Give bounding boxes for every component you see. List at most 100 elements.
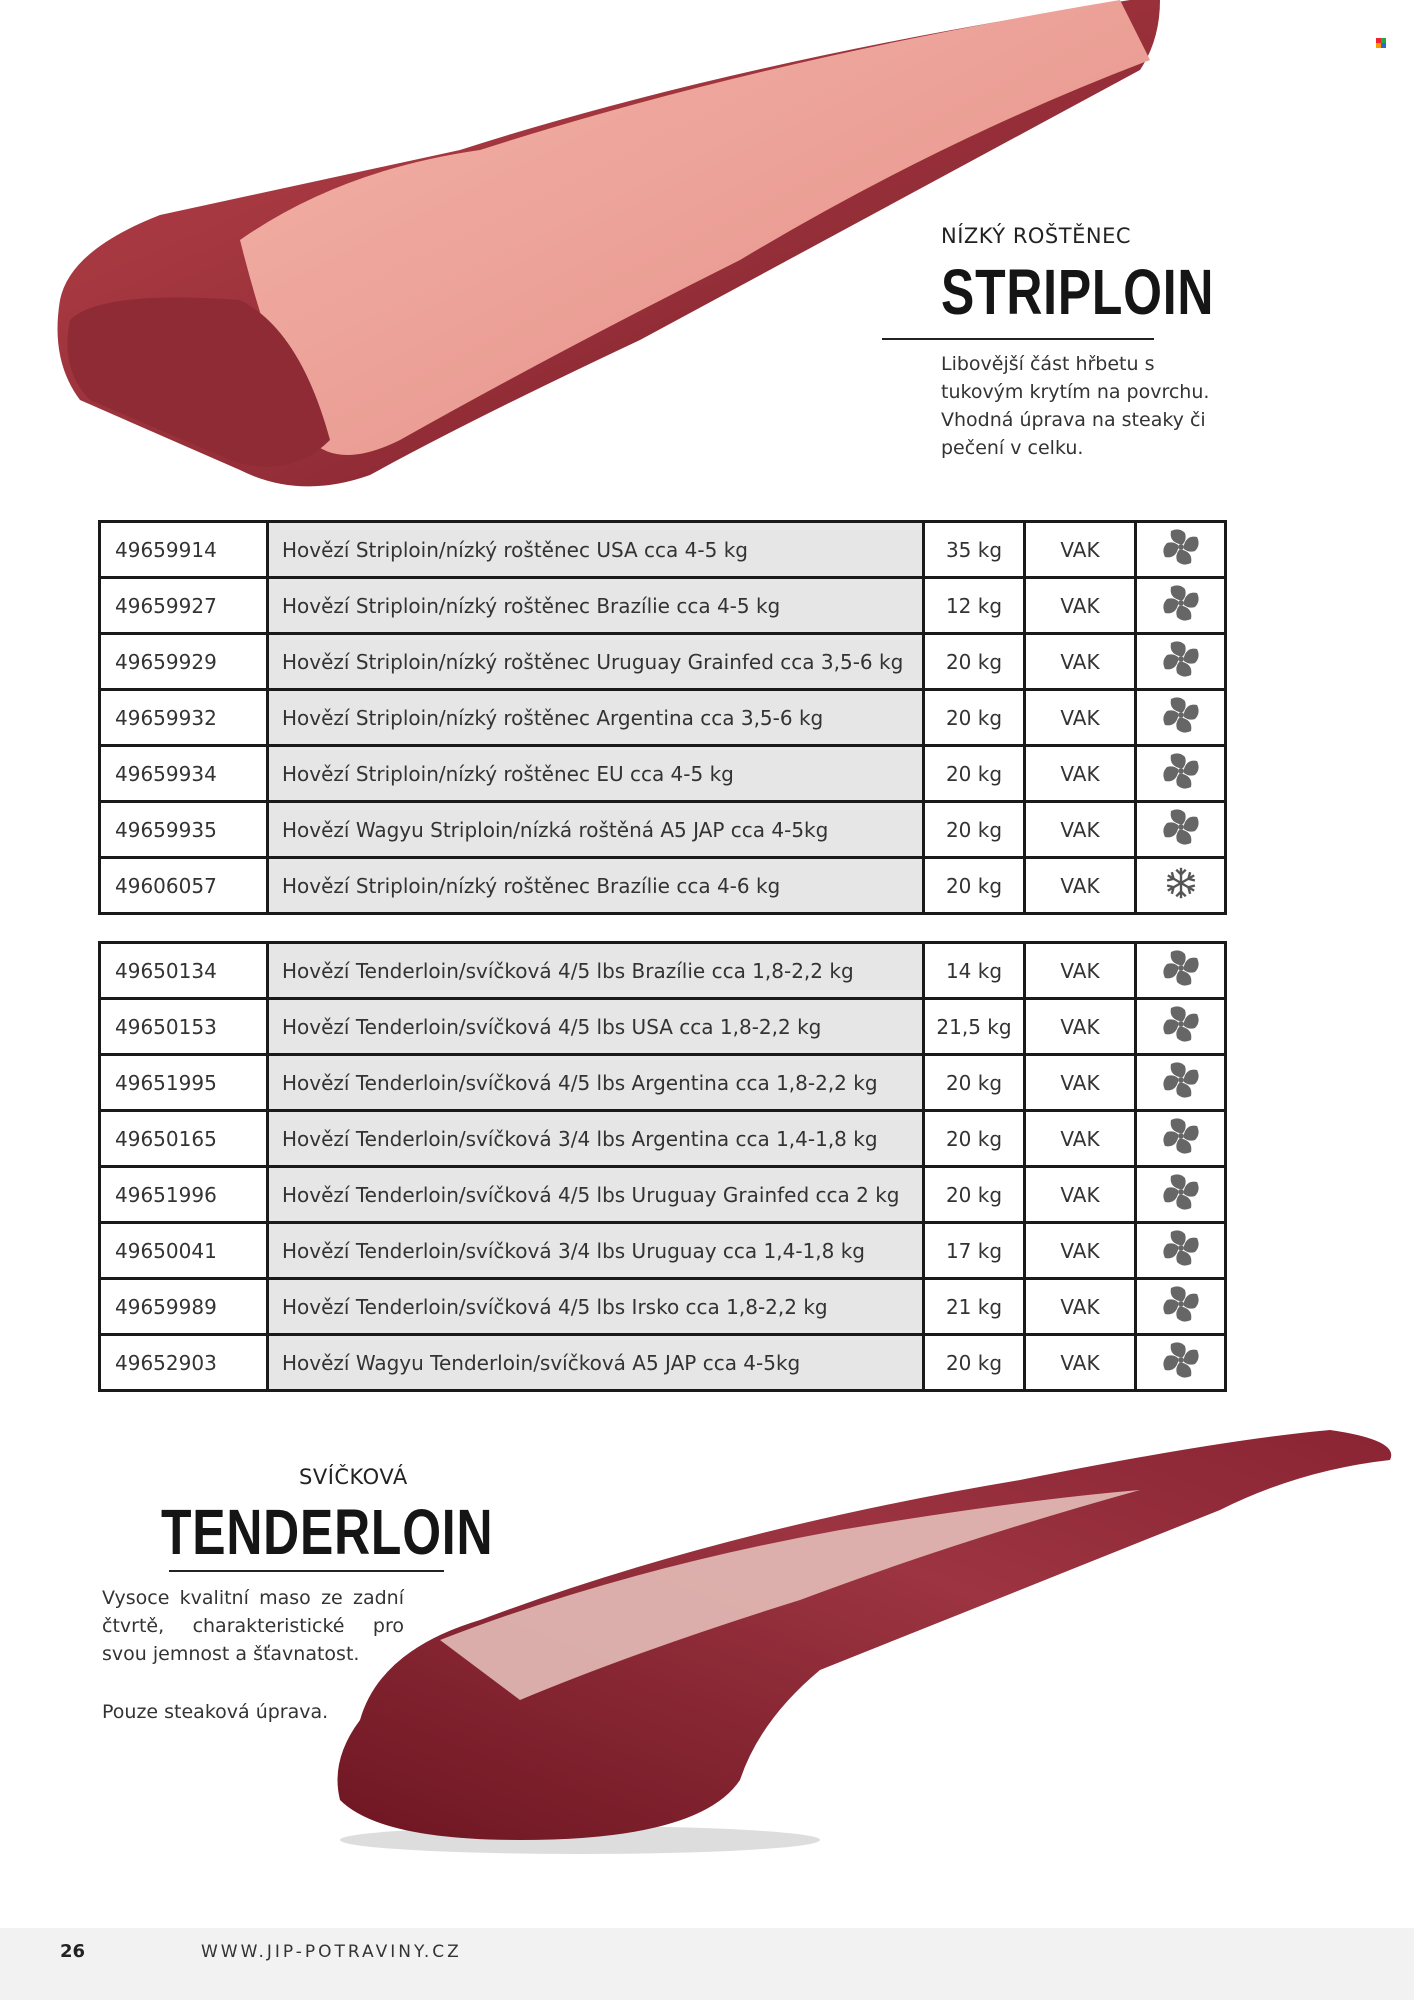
- fan-icon: [1161, 697, 1201, 740]
- fan-icon: [1161, 1006, 1201, 1049]
- packaging-type: VAK: [1023, 1277, 1137, 1336]
- packaging-type: VAK: [1023, 520, 1137, 579]
- packaging-type: VAK: [1023, 1333, 1137, 1392]
- package-weight: 20 kg: [922, 632, 1026, 691]
- product-name: Hovězí Tenderloin/svíčková 4/5 lbs Brazí…: [266, 941, 925, 1000]
- page-number: 26: [60, 1941, 86, 1962]
- packaging-type: VAK: [1023, 576, 1137, 635]
- product-name: Hovězí Tenderloin/svíčková 4/5 lbs Urugu…: [266, 1165, 925, 1224]
- table-row: 49659932 Hovězí Striploin/nízký roštěnec …: [98, 688, 1227, 747]
- product-code: 49659935: [98, 800, 269, 859]
- product-name: Hovězí Striploin/nízký roštěnec Brazílie…: [266, 856, 925, 915]
- product-code: 49659927: [98, 576, 269, 635]
- table-row: 49650134 Hovězí Tenderloin/svíčková 4/5 l…: [98, 941, 1227, 1000]
- package-weight: 20 kg: [922, 856, 1026, 915]
- package-weight: 20 kg: [922, 1053, 1026, 1112]
- product-name: Hovězí Wagyu Tenderloin/svíčková A5 JAP …: [266, 1333, 925, 1392]
- packaging-type: VAK: [1023, 997, 1137, 1056]
- package-weight: 35 kg: [922, 520, 1026, 579]
- table-row: 49659929 Hovězí Striploin/nízký roštěnec …: [98, 632, 1227, 691]
- packaging-type: VAK: [1023, 1053, 1137, 1112]
- striploin-table: 49659914 Hovězí Striploin/nízký roštěnec …: [98, 520, 1227, 915]
- striploin-description: Libovější část hřbetu s tukovým krytím n…: [941, 353, 1210, 459]
- striploin-meat-image: [57, 0, 1160, 487]
- product-code: 49659934: [98, 744, 269, 803]
- package-weight: 21 kg: [922, 1277, 1026, 1336]
- product-name: Hovězí Tenderloin/svíčková 3/4 lbs Urugu…: [266, 1221, 925, 1280]
- table-row: 49651996 Hovězí Tenderloin/svíčková 4/5 l…: [98, 1165, 1227, 1224]
- table-row: 49651995 Hovězí Tenderloin/svíčková 4/5 l…: [98, 1053, 1227, 1112]
- fan-icon: [1161, 1062, 1201, 1105]
- package-weight: 17 kg: [922, 1221, 1026, 1280]
- table-row: 49659934 Hovězí Striploin/nízký roštěnec …: [98, 744, 1227, 803]
- product-name: Hovězí Tenderloin/svíčková 4/5 lbs Irsko…: [266, 1277, 925, 1336]
- table-row: 49650165 Hovězí Tenderloin/svíčková 3/4 l…: [98, 1109, 1227, 1168]
- packaging-type: VAK: [1023, 632, 1137, 691]
- footer: [0, 1928, 1414, 2000]
- product-code: 49659929: [98, 632, 269, 691]
- package-weight: 20 kg: [922, 1333, 1026, 1392]
- product-code: 49659914: [98, 520, 269, 579]
- table-row: 49650041 Hovězí Tenderloin/svíčková 3/4 l…: [98, 1221, 1227, 1280]
- package-weight: 20 kg: [922, 688, 1026, 747]
- packaging-type: VAK: [1023, 744, 1137, 803]
- product-name: Hovězí Tenderloin/svíčková 4/5 lbs Argen…: [266, 1053, 925, 1112]
- package-weight: 14 kg: [922, 941, 1026, 1000]
- product-code: 49659989: [98, 1277, 269, 1336]
- table-row: 49650153 Hovězí Tenderloin/svíčková 4/5 l…: [98, 997, 1227, 1056]
- product-name: Hovězí Striploin/nízký roštěnec Argentin…: [266, 688, 925, 747]
- striploin-title: STRIPLOIN: [941, 256, 1215, 328]
- fan-icon: [1161, 753, 1201, 796]
- tenderloin-note: Pouze steaková úprava.: [102, 1701, 329, 1723]
- product-code: 49606057: [98, 856, 269, 915]
- package-weight: 21,5 kg: [922, 997, 1026, 1056]
- fan-icon: [1161, 529, 1201, 572]
- tenderloin-description: Vysoce kvalitní maso ze zadní čtvrtě, ch…: [102, 1587, 404, 1665]
- table-row: 49659914 Hovězí Striploin/nízký roštěnec …: [98, 520, 1227, 579]
- tenderloin-table: 49650134 Hovězí Tenderloin/svíčková 4/5 l…: [98, 941, 1227, 1392]
- fan-icon: [1161, 1174, 1201, 1217]
- website-link[interactable]: WWW.JIP-POTRAVINY.CZ: [201, 1942, 462, 1962]
- tenderloin-meat-image: [337, 1430, 1392, 1854]
- fan-icon: [1161, 1286, 1201, 1329]
- fan-icon: [1161, 950, 1201, 993]
- snowflake-icon: [1162, 867, 1200, 907]
- fan-icon: [1161, 1342, 1201, 1385]
- product-name: Hovězí Striploin/nízký roštěnec Uruguay …: [266, 632, 925, 691]
- fan-icon: [1161, 641, 1201, 684]
- table-row: 49652903 Hovězí Wagyu Tenderloin/svíčková…: [98, 1333, 1227, 1392]
- packaging-type: VAK: [1023, 1165, 1137, 1224]
- striploin-divider: [882, 338, 1154, 340]
- product-code: 49650134: [98, 941, 269, 1000]
- product-code: 49650041: [98, 1221, 269, 1280]
- package-weight: 20 kg: [922, 1109, 1026, 1168]
- fan-icon: [1161, 1230, 1201, 1273]
- table-row: 49659927 Hovězí Striploin/nízký roštěnec …: [98, 576, 1227, 635]
- packaging-type: VAK: [1023, 856, 1137, 915]
- striploin-subtitle: NÍZKÝ ROŠTĚNEC: [941, 224, 1132, 248]
- product-name: Hovězí Tenderloin/svíčková 4/5 lbs USA c…: [266, 997, 925, 1056]
- tenderloin-title: TENDERLOIN: [161, 1496, 494, 1568]
- product-code: 49650165: [98, 1109, 269, 1168]
- packaging-type: VAK: [1023, 1109, 1137, 1168]
- product-name: Hovězí Striploin/nízký roštěnec Brazílie…: [266, 576, 925, 635]
- package-weight: 20 kg: [922, 1165, 1026, 1224]
- product-code: 49652903: [98, 1333, 269, 1392]
- table-row: 49606057 Hovězí Striploin/nízký roštěnec …: [98, 856, 1227, 915]
- tenderloin-divider: [169, 1570, 444, 1572]
- product-code: 49650153: [98, 997, 269, 1056]
- tenderloin-subtitle: SVÍČKOVÁ: [299, 1465, 408, 1489]
- fan-icon: [1161, 1118, 1201, 1161]
- packaging-type: VAK: [1023, 941, 1137, 1000]
- product-code: 49659932: [98, 688, 269, 747]
- packaging-type: VAK: [1023, 688, 1137, 747]
- table-row: 49659989 Hovězí Tenderloin/svíčková 4/5 l…: [98, 1277, 1227, 1336]
- packaging-type: VAK: [1023, 800, 1137, 859]
- fan-icon: [1161, 809, 1201, 852]
- package-weight: 20 kg: [922, 800, 1026, 859]
- product-code: 49651996: [98, 1165, 269, 1224]
- product-name: Hovězí Tenderloin/svíčková 3/4 lbs Argen…: [266, 1109, 925, 1168]
- product-name: Hovězí Striploin/nízký roštěnec EU cca 4…: [266, 744, 925, 803]
- product-name: Hovězí Striploin/nízký roštěnec USA cca …: [266, 520, 925, 579]
- package-weight: 12 kg: [922, 576, 1026, 635]
